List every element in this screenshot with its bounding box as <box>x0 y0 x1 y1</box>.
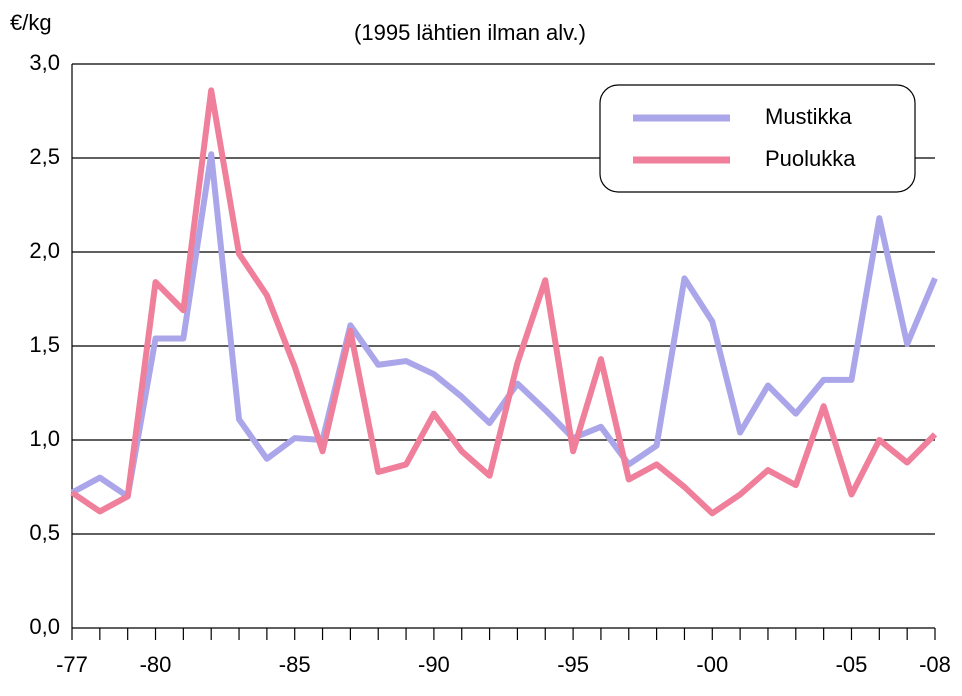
line-series <box>70 151 938 500</box>
x-tick-label: -85 <box>279 652 311 677</box>
y-tick-label: 1,5 <box>29 332 60 357</box>
y-tick-label: 0,0 <box>29 614 60 639</box>
legend-box <box>599 84 916 193</box>
y-tick-label: 1,0 <box>29 426 60 451</box>
x-tick-label: -80 <box>140 652 172 677</box>
x-tick-label: -08 <box>919 652 951 677</box>
line-series <box>70 87 938 517</box>
x-tick-label: -05 <box>836 652 868 677</box>
legend-label: Puolukka <box>765 146 856 171</box>
x-tick-label: -00 <box>696 652 728 677</box>
x-tick-label: -77 <box>56 652 88 677</box>
x-tick-label: -95 <box>557 652 589 677</box>
y-tick-label: 3,0 <box>29 50 60 75</box>
y-tick-label: 2,5 <box>29 144 60 169</box>
y-tick-label: 2,0 <box>29 238 60 263</box>
y-tick-label: 0,5 <box>29 520 60 545</box>
chart-subtitle: (1995 lähtien ilman alv.) <box>354 20 586 45</box>
legend-label: Mustikka <box>765 104 853 129</box>
x-tick-label: -90 <box>418 652 450 677</box>
y-axis-label: €/kg <box>10 10 52 35</box>
